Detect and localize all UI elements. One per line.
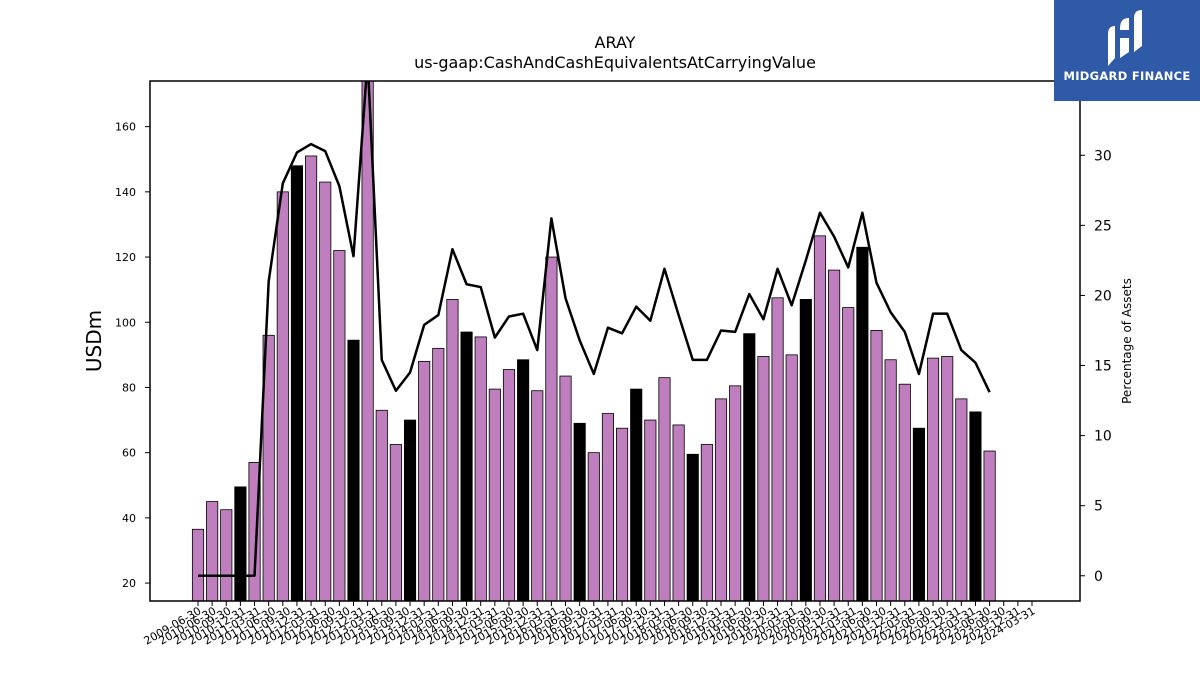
- bar-2018-12-31: [729, 385, 742, 601]
- bar-2021-03-31: [856, 246, 869, 601]
- bar-2018-09-30: [714, 398, 728, 601]
- y-tick-label: 100: [115, 316, 136, 329]
- bar-2013-09-30: [432, 347, 445, 601]
- bar-2010-06-30: [248, 462, 261, 601]
- bar-2015-09-30: [545, 256, 558, 601]
- y2-axis-label: Percentage of Assets: [1120, 278, 1134, 404]
- y-tick-label: 120: [115, 251, 136, 264]
- bar-2020-06-30: [813, 235, 827, 601]
- bar-2021-09-30: [884, 359, 897, 601]
- bar-2016-12-31: [616, 427, 629, 601]
- bar-2011-09-30: [319, 181, 332, 601]
- y-tick-label: 80: [122, 381, 136, 394]
- bar-2021-06-30: [870, 329, 883, 601]
- bar-2009-12-31: [220, 509, 233, 601]
- bar-2012-06-30: [361, 81, 374, 601]
- y-tick-label: 20: [122, 577, 136, 590]
- bar-2020-09-30: [828, 269, 841, 601]
- chart-title: ARAY: [595, 33, 636, 52]
- bar-2020-12-31: [842, 307, 855, 601]
- bar-2019-09-30: [771, 297, 784, 601]
- bar-2018-06-30: [700, 444, 713, 601]
- bar-2016-03-31: [573, 422, 586, 601]
- logo-mark-icon: [1108, 10, 1142, 66]
- bar-2011-12-31: [333, 250, 346, 601]
- bar-2012-09-30: [375, 409, 388, 601]
- bar-2017-12-31: [672, 424, 685, 601]
- y2-tick-label: 15: [1094, 359, 1112, 375]
- bar-2012-12-31: [389, 444, 402, 601]
- bar-2019-03-31: [743, 333, 756, 601]
- y2-tick-label: 20: [1094, 288, 1112, 304]
- bar-2022-09-30: [941, 356, 954, 601]
- y2-tick-label: 30: [1094, 148, 1112, 164]
- bar-2023-06-30: [983, 450, 996, 601]
- bar-2016-06-30: [587, 452, 600, 601]
- bar-2022-12-31: [955, 398, 968, 601]
- bar-2009-09-30: [206, 501, 219, 601]
- bar-2014-09-30: [488, 388, 501, 601]
- bar-2010-12-31: [276, 191, 289, 601]
- bar-2013-03-31: [403, 419, 417, 601]
- bar-2011-06-30: [305, 155, 318, 601]
- bar-2014-03-31: [460, 331, 473, 601]
- bar-2019-12-31: [785, 354, 798, 601]
- bar-2023-03-31: [969, 411, 982, 601]
- bar-2015-12-31: [559, 375, 572, 601]
- bar-2013-12-31: [446, 299, 459, 601]
- bar-2011-03-31: [290, 165, 304, 601]
- y-axis-label: USDm: [82, 310, 106, 372]
- bar-2010-09-30: [262, 334, 275, 601]
- bar-2012-03-31: [347, 339, 360, 601]
- bar-2013-06-30: [418, 360, 431, 601]
- y-tick-label: 140: [115, 186, 136, 199]
- chart-subtitle: us-gaap:CashAndCashEquivalentsAtCarrying…: [414, 53, 816, 72]
- bar-2010-03-31: [234, 486, 247, 601]
- bar-2015-06-30: [531, 390, 544, 601]
- y-tick-label: 40: [122, 512, 136, 525]
- bar-2015-03-31: [517, 359, 530, 601]
- bar-2021-12-31: [898, 383, 911, 601]
- y-tick-label: 60: [122, 447, 136, 460]
- bar-2018-03-31: [686, 453, 699, 601]
- bar-2014-12-31: [502, 369, 516, 601]
- brand-logo: MIDGARD FINANCE: [1054, 0, 1200, 101]
- plot-frame: [149, 80, 1081, 602]
- bar-2022-03-31: [912, 427, 925, 601]
- bar-2020-03-31: [799, 299, 812, 601]
- y-tick-label: 160: [115, 121, 136, 134]
- y2-tick-label: 25: [1094, 218, 1112, 234]
- bar-2022-06-30: [927, 357, 940, 601]
- bar-2009-06-30: [191, 528, 205, 601]
- y2-tick-label: 10: [1094, 429, 1112, 445]
- bar-2014-06-30: [474, 336, 487, 601]
- bar-2017-06-30: [644, 419, 657, 601]
- y2-tick-label: 5: [1094, 499, 1103, 515]
- bar-2017-03-31: [630, 388, 643, 601]
- percentage-line: [198, 81, 991, 578]
- logo-text: MIDGARD FINANCE: [1063, 69, 1191, 83]
- bar-2016-09-30: [601, 413, 614, 601]
- bar-2017-09-30: [658, 377, 671, 601]
- bar-2019-06-30: [757, 356, 770, 601]
- y2-tick-label: 0: [1094, 569, 1103, 585]
